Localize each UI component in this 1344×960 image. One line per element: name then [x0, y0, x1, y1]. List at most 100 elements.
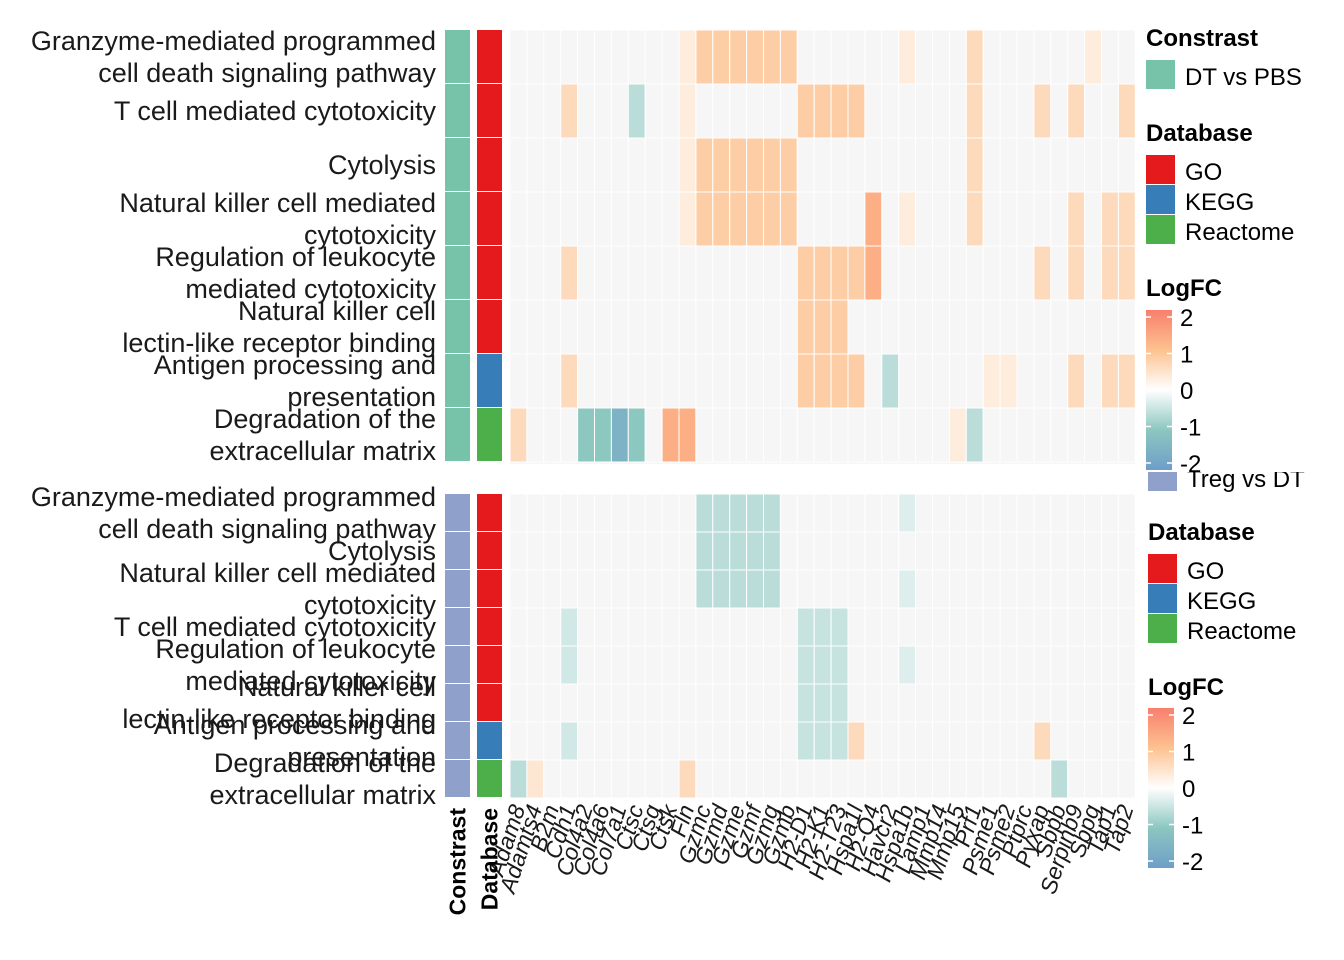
heatmap-cell [577, 569, 595, 609]
heatmap-cell [965, 245, 984, 301]
heatmap-cell [763, 569, 781, 609]
legend-label-database: Reactome [1185, 219, 1294, 246]
heatmap-cell [779, 245, 798, 301]
heatmap-cell [779, 353, 798, 409]
heatmap-cell [627, 353, 646, 409]
heatmap-cell [560, 353, 579, 409]
heatmap-cell [1067, 299, 1086, 355]
heatmap-cell [729, 645, 748, 685]
heatmap-cell [948, 569, 967, 609]
heatmap-cell [982, 245, 1001, 301]
heatmap-cell [509, 721, 528, 761]
heatmap-cell [915, 531, 933, 571]
heatmap-cell [932, 245, 950, 301]
heatmap-cell [644, 407, 663, 463]
heatmap-cell [982, 353, 1001, 409]
heatmap-cell [932, 759, 950, 799]
heatmap-cell [864, 83, 883, 139]
heatmap-cell [678, 191, 697, 247]
heatmap-cell [729, 759, 748, 799]
heatmap-cell [1101, 83, 1119, 139]
heatmap-cell [678, 569, 697, 609]
heatmap-cell [813, 721, 832, 761]
heatmap-cell [948, 759, 967, 799]
constrast-annotation-cell [445, 532, 470, 569]
heatmap-cell [982, 299, 1001, 355]
heatmap-cell [729, 137, 748, 193]
heatmap-cell [695, 721, 714, 761]
heatmap-cell [594, 569, 612, 609]
heatmap-cell [678, 759, 697, 799]
heatmap-cell [813, 569, 832, 609]
heatmap-cell [965, 645, 984, 685]
database-annotation-cell [477, 608, 502, 645]
heatmap-cell [779, 299, 798, 355]
row-label: cytotoxicity [304, 590, 437, 620]
heatmap-cell [864, 29, 883, 85]
heatmap-cell [847, 299, 866, 355]
heatmap-cell [577, 721, 595, 761]
heatmap-cell [526, 645, 545, 685]
heatmap-cell [543, 683, 562, 723]
heatmap-cell [560, 531, 579, 571]
heatmap-cell [898, 407, 917, 463]
heatmap-cell [712, 759, 731, 799]
heatmap-cell [627, 245, 646, 301]
heatmap-cell [712, 569, 731, 609]
heatmap-cell [796, 83, 815, 139]
heatmap-cell [779, 721, 798, 761]
heatmap-cell [644, 493, 663, 533]
database-annotation-cell [477, 354, 502, 407]
heatmap-cell [729, 607, 748, 647]
heatmap-cell [644, 353, 663, 409]
heatmap-cell [695, 607, 714, 647]
legend-swatch-database [1148, 614, 1177, 643]
heatmap-cell [1067, 407, 1086, 463]
heatmap-cell [526, 137, 545, 193]
heatmap-cell [1050, 721, 1069, 761]
heatmap-cell [627, 493, 646, 533]
heatmap-cell [1033, 531, 1052, 571]
heatmap-cell [813, 493, 832, 533]
heatmap-row: Cytolysis [328, 531, 1136, 571]
heatmap-cell [594, 299, 612, 355]
heatmap-cell [1016, 83, 1035, 139]
heatmap-cell [847, 569, 866, 609]
heatmap-cell [678, 137, 697, 193]
heatmap-cell [1084, 607, 1102, 647]
heatmap-cell [1117, 607, 1136, 647]
row-label: presentation [287, 382, 436, 412]
heatmap-cell [847, 493, 866, 533]
heatmap-cell [847, 645, 866, 685]
heatmap-cell [560, 493, 579, 533]
heatmap-cell [830, 645, 849, 685]
heatmap-cell [915, 29, 933, 85]
heatmap-cell [763, 607, 781, 647]
heatmap-cell [915, 645, 933, 685]
heatmap-cell [881, 645, 900, 685]
heatmap-cell [898, 531, 917, 571]
heatmap-cell [577, 531, 595, 571]
heatmap-cell [932, 191, 950, 247]
heatmap-cell [932, 83, 950, 139]
heatmap-cell [509, 759, 528, 799]
heatmap-cell [1117, 353, 1136, 409]
heatmap-cell [712, 191, 731, 247]
row-label: mediated cytotoxicity [185, 274, 436, 304]
heatmap-cell [982, 721, 1001, 761]
constrast-annotation-cell [445, 354, 470, 407]
heatmap-cell [881, 721, 900, 761]
heatmap-cell [746, 353, 764, 409]
heatmap-cell [577, 407, 595, 463]
heatmap-cell [881, 83, 900, 139]
database-annotation-cell [477, 722, 502, 759]
heatmap-cell [1117, 137, 1136, 193]
heatmap-cell [965, 569, 984, 609]
row-label: cell death signaling pathway [98, 514, 436, 544]
heatmap-cell [932, 353, 950, 409]
heatmap-cell [1117, 759, 1136, 799]
